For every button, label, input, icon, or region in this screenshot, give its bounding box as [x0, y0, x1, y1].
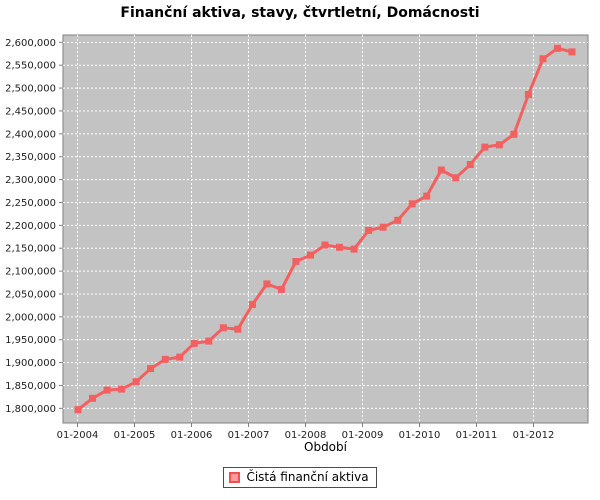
svg-text:2,000,000: 2,000,000 — [5, 312, 56, 323]
x-axis-title: Období — [304, 440, 347, 454]
chart-plot: 1,800,000 1,850,000 1,900,000 1,950,000 2,00… — [5, 34, 589, 441]
svg-text:2,250,000: 2,250,000 — [5, 198, 56, 209]
svg-text:2,450,000: 2,450,000 — [5, 106, 56, 117]
svg-text:01-2011: 01-2011 — [456, 430, 498, 441]
legend: Čistá finanční aktiva — [223, 467, 377, 488]
svg-text:01-2005: 01-2005 — [114, 430, 156, 441]
svg-text:01-2008: 01-2008 — [285, 430, 327, 441]
svg-text:1,800,000: 1,800,000 — [5, 404, 56, 415]
svg-text:01-2007: 01-2007 — [228, 430, 270, 441]
legend-series-label: Čistá finanční aktiva — [246, 470, 369, 484]
svg-text:2,300,000: 2,300,000 — [5, 175, 56, 186]
svg-text:01-2010: 01-2010 — [399, 430, 441, 441]
svg-text:2,050,000: 2,050,000 — [5, 289, 56, 300]
legend-container: Čistá finanční aktiva — [0, 467, 600, 488]
svg-text:2,100,000: 2,100,000 — [5, 267, 56, 278]
legend-series-swatch-icon — [229, 471, 241, 483]
svg-text:2,200,000: 2,200,000 — [5, 221, 56, 232]
svg-text:2,600,000: 2,600,000 — [5, 38, 56, 49]
svg-text:2,400,000: 2,400,000 — [5, 129, 56, 140]
svg-text:2,500,000: 2,500,000 — [5, 84, 56, 95]
svg-text:1,900,000: 1,900,000 — [5, 358, 56, 369]
svg-text:01-2004: 01-2004 — [57, 430, 99, 441]
svg-text:1,950,000: 1,950,000 — [5, 335, 56, 346]
svg-text:1,850,000: 1,850,000 — [5, 381, 56, 392]
svg-text:2,150,000: 2,150,000 — [5, 244, 56, 255]
svg-text:01-2009: 01-2009 — [342, 430, 384, 441]
svg-text:01-2006: 01-2006 — [171, 430, 213, 441]
svg-text:01-2012: 01-2012 — [513, 430, 555, 441]
svg-text:2,550,000: 2,550,000 — [5, 61, 56, 72]
svg-text:2,350,000: 2,350,000 — [5, 152, 56, 163]
chart-title: Finanční aktiva, stavy, čtvrtletní, Domá… — [120, 5, 480, 21]
